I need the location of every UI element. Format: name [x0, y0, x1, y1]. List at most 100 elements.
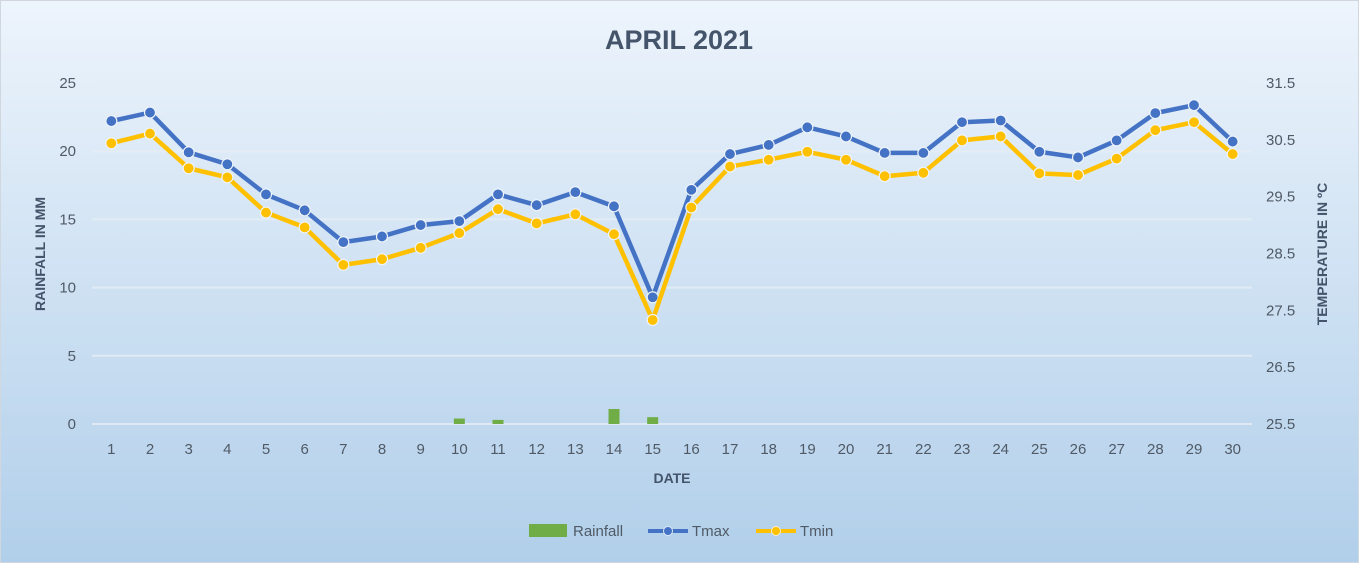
y2-tick-label: 26.5 — [1266, 359, 1295, 376]
tmax-point — [955, 116, 969, 129]
x-tick-label: 8 — [378, 441, 386, 458]
x-tick-label: 1 — [107, 441, 115, 458]
x-tick-label: 10 — [451, 441, 468, 458]
tmin-point — [414, 241, 427, 254]
tmin-point — [723, 160, 737, 173]
tmin-point — [491, 203, 505, 216]
x-tick-label: 24 — [992, 441, 1009, 458]
tmin-point — [685, 201, 698, 214]
tmax-point — [917, 146, 930, 160]
tmin-point — [839, 153, 853, 166]
tmax-point — [337, 236, 350, 249]
x-tick-label: 26 — [1070, 441, 1087, 458]
x-tick-label: 28 — [1147, 441, 1164, 458]
tmax-point — [143, 106, 157, 119]
tmin-point — [1071, 168, 1085, 182]
tmin-point — [762, 153, 775, 166]
tmax-point — [569, 186, 582, 199]
x-tick-label: 22 — [915, 441, 932, 458]
tmin-point — [1149, 124, 1162, 137]
x-tick-label: 7 — [339, 441, 347, 458]
tmax-point — [182, 146, 195, 159]
x-tick-label: 3 — [184, 441, 192, 458]
x-tick-label: 23 — [954, 441, 971, 458]
legend-tmin-marker — [771, 526, 781, 536]
tmax-point — [453, 215, 466, 228]
x-tick-label: 2 — [146, 441, 154, 458]
tmin-point — [453, 226, 466, 240]
legend: Rainfall Tmax Tmin — [529, 523, 833, 540]
tmax-line — [110, 102, 1235, 300]
rainfall-bar — [608, 408, 620, 424]
y2-tick-label: 25.5 — [1266, 416, 1295, 433]
x-tick-label: 21 — [876, 441, 893, 458]
x-tick-label: 14 — [606, 441, 623, 458]
tmax-point — [105, 114, 118, 128]
y2-tick-label: 29.5 — [1266, 189, 1295, 206]
tmin-point — [607, 228, 621, 241]
tmin-line — [110, 119, 1235, 323]
x-tick-label: 4 — [223, 441, 231, 458]
tmax-point — [1033, 145, 1046, 158]
tmax-point — [491, 188, 505, 201]
x-axis-label: DATE — [653, 470, 690, 486]
x-tick-label: 18 — [760, 441, 777, 458]
tmax-point — [298, 204, 311, 217]
y-tick-label: 5 — [68, 348, 76, 365]
x-tick-label: 11 — [490, 441, 506, 458]
rainfall-bar — [647, 417, 659, 424]
x-tick-label: 25 — [1031, 441, 1048, 458]
tmin-point — [182, 162, 195, 175]
y2-tick-label: 30.5 — [1266, 132, 1295, 149]
x-tick-label: 5 — [262, 441, 270, 458]
y-tick-label: 25 — [59, 75, 76, 92]
x-tick-label: 6 — [300, 441, 308, 458]
tmax-point — [530, 199, 543, 212]
x-tick-label: 13 — [567, 441, 584, 458]
tmin-point — [646, 313, 659, 327]
tmin-point — [143, 127, 157, 140]
x-tick-label: 16 — [683, 441, 700, 458]
tmax-point — [839, 130, 853, 143]
x-tick-label: 17 — [722, 441, 739, 458]
tmax-point — [221, 158, 234, 171]
x-tick-label: 19 — [799, 441, 816, 458]
x-tick-label: 15 — [644, 441, 661, 458]
tmin-point — [298, 221, 311, 234]
tmax-point — [646, 291, 659, 304]
tmax-point — [259, 188, 273, 201]
rainfall-bar — [453, 418, 465, 424]
tmax-point — [375, 230, 389, 243]
tmin-point — [569, 208, 582, 221]
rainfall-bar — [492, 419, 504, 424]
y2-axis-label: TEMPERATURE IN ºC — [1314, 183, 1330, 326]
y2-tick-label: 28.5 — [1266, 246, 1295, 263]
tmin-point — [105, 137, 118, 150]
tmax-point — [1110, 134, 1123, 147]
y-tick-label: 20 — [59, 143, 76, 160]
y-axis-label: RAINFALL IN MM — [32, 197, 48, 311]
x-tick-label: 20 — [838, 441, 855, 458]
tmax-point — [1187, 99, 1201, 112]
x-tick-label: 12 — [528, 441, 545, 458]
tmax-point — [762, 138, 775, 152]
legend-tmax-label: Tmax — [692, 523, 730, 540]
tmax-point — [414, 218, 427, 232]
x-tick-label: 27 — [1108, 441, 1125, 458]
x-tick-label: 29 — [1186, 441, 1203, 458]
tmin-point — [1033, 167, 1046, 180]
chart-title: APRIL 2021 — [605, 25, 753, 55]
right-axis-ticks: 25.5 26.5 27.5 28.5 29.5 30.5 31.5 — [1266, 75, 1295, 433]
gridlines — [92, 82, 1252, 425]
tmax-point — [801, 121, 814, 134]
tmax-point — [994, 114, 1007, 127]
tmin-point — [878, 170, 891, 183]
tmin-point — [955, 134, 969, 147]
tmax-point — [1149, 107, 1162, 120]
legend-tmax-marker — [663, 526, 673, 536]
tmin-point — [1187, 116, 1201, 129]
left-axis-ticks: 0 5 10 15 20 25 — [59, 75, 76, 433]
tmin-point — [221, 171, 234, 184]
